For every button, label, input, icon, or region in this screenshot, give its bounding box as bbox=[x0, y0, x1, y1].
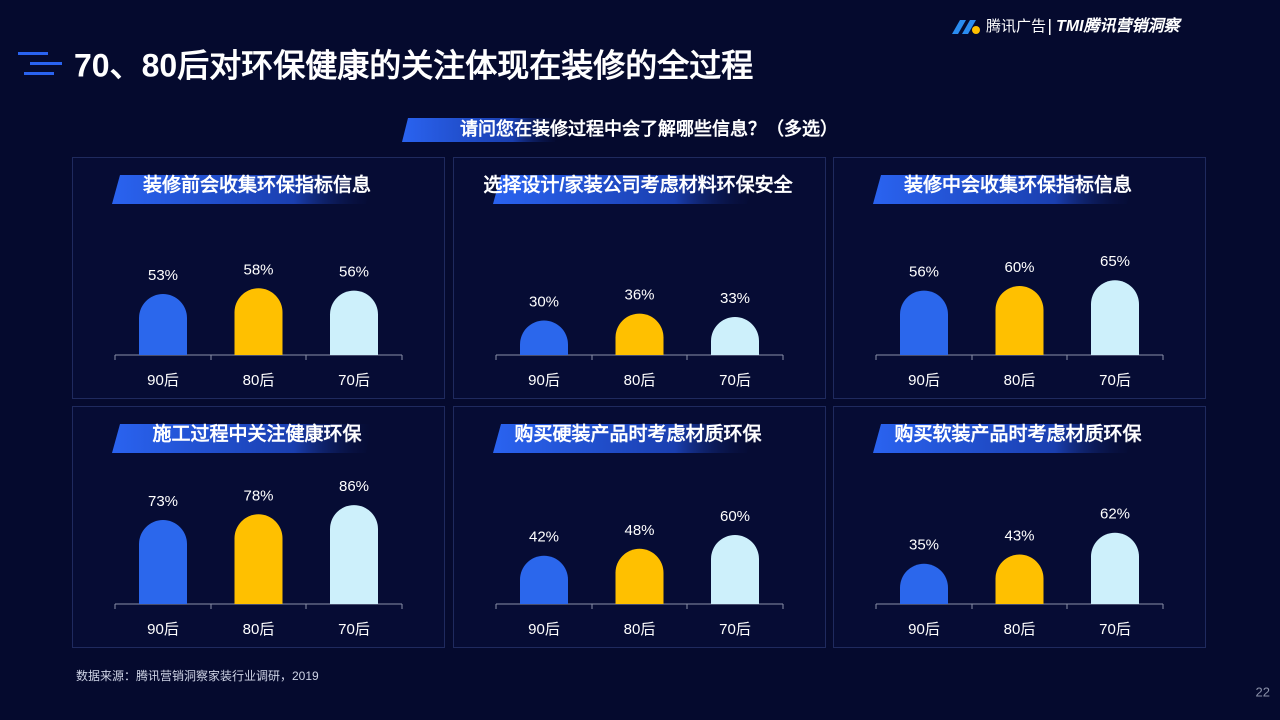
bar bbox=[330, 505, 378, 604]
bar bbox=[615, 313, 664, 355]
category-label: 70后 bbox=[719, 372, 751, 389]
bar bbox=[995, 286, 1044, 355]
title-decoration bbox=[18, 52, 62, 75]
category-label: 70后 bbox=[1099, 621, 1131, 638]
value-label: 65% bbox=[1100, 253, 1130, 270]
chart-panel: 购买硬装产品时考虑材质环保 42% 90后 48% 80后 60% 70后 bbox=[453, 406, 826, 648]
page-number: 22 bbox=[1256, 684, 1270, 699]
panel-title: 施工过程中关注健康环保 bbox=[152, 422, 362, 445]
value-label: 58% bbox=[243, 261, 273, 278]
logo-brand: 腾讯广告 bbox=[986, 18, 1046, 35]
logo-icon bbox=[952, 20, 980, 34]
panel-title-banner bbox=[873, 175, 1133, 204]
category-label: 80后 bbox=[1004, 621, 1036, 638]
value-label: 42% bbox=[529, 529, 559, 546]
panel-title-banner bbox=[873, 424, 1133, 453]
panel-title-banner bbox=[112, 175, 372, 204]
panel-title: 装修中会收集环保指标信息 bbox=[903, 173, 1132, 196]
value-label: 35% bbox=[909, 537, 939, 554]
bar bbox=[900, 563, 948, 604]
bar bbox=[520, 320, 568, 355]
bar bbox=[1091, 280, 1139, 355]
value-label: 78% bbox=[243, 487, 273, 504]
logo-product: TMI腾讯营销洞察 bbox=[1056, 17, 1183, 35]
chart-panel: 购买软装产品时考虑材质环保 35% 90后 43% 80后 62% 70后 bbox=[833, 406, 1206, 648]
bar bbox=[615, 548, 664, 604]
source: 数据来源：腾讯营销洞察家装行业调研，2019 bbox=[76, 668, 319, 683]
slide-title: 70、80后对环保健康的关注体现在装修的全过程 bbox=[74, 47, 753, 83]
category-label: 90后 bbox=[147, 372, 179, 389]
value-label: 43% bbox=[1004, 528, 1034, 545]
bar bbox=[234, 514, 283, 604]
bar bbox=[139, 520, 187, 604]
chart-panel: 选择设计/家装公司考虑材料环保安全 30% 90后 36% 80后 33% 70后 bbox=[453, 157, 826, 399]
logo-divider bbox=[1049, 19, 1051, 35]
value-label: 86% bbox=[339, 478, 369, 495]
value-label: 56% bbox=[909, 264, 939, 281]
category-label: 90后 bbox=[908, 372, 940, 389]
bar bbox=[711, 535, 759, 604]
bar bbox=[900, 290, 948, 355]
bar bbox=[139, 294, 187, 355]
value-label: 30% bbox=[529, 293, 559, 310]
panel-title-banner bbox=[493, 424, 753, 453]
category-label: 80后 bbox=[624, 621, 656, 638]
panel-title: 选择设计/家装公司考虑材料环保安全 bbox=[483, 173, 793, 196]
value-label: 48% bbox=[624, 522, 654, 539]
bar bbox=[711, 317, 759, 355]
value-label: 60% bbox=[720, 508, 750, 525]
value-label: 33% bbox=[720, 290, 750, 307]
bar bbox=[1091, 532, 1139, 604]
value-label: 56% bbox=[339, 264, 369, 281]
category-label: 70后 bbox=[719, 621, 751, 638]
value-label: 73% bbox=[148, 493, 178, 510]
category-label: 80后 bbox=[243, 372, 275, 389]
chart-panel: 装修前会收集环保指标信息 53% 90后 58% 80后 56% 70后 bbox=[72, 157, 445, 399]
value-label: 36% bbox=[624, 287, 654, 304]
category-label: 90后 bbox=[528, 372, 560, 389]
panel-title: 购买硬装产品时考虑材质环保 bbox=[514, 422, 762, 445]
category-label: 80后 bbox=[624, 372, 656, 389]
value-label: 62% bbox=[1100, 506, 1130, 523]
panel-title-banner bbox=[493, 175, 753, 204]
bar bbox=[234, 288, 283, 355]
category-label: 90后 bbox=[908, 621, 940, 638]
category-label: 90后 bbox=[147, 621, 179, 638]
panel-title: 装修前会收集环保指标信息 bbox=[142, 173, 371, 196]
bar bbox=[330, 290, 378, 355]
subtitle-banner bbox=[402, 118, 560, 142]
subtitle: 请问您在装修过程中会了解哪些信息？（多选） bbox=[460, 118, 838, 139]
bar bbox=[995, 554, 1044, 604]
category-label: 90后 bbox=[528, 621, 560, 638]
category-label: 70后 bbox=[338, 621, 370, 638]
chart-panel: 施工过程中关注健康环保 73% 90后 78% 80后 86% 70后 bbox=[72, 406, 445, 648]
category-label: 80后 bbox=[243, 621, 275, 638]
value-label: 53% bbox=[148, 267, 178, 284]
value-label: 60% bbox=[1004, 259, 1034, 276]
panel-title-banner bbox=[112, 424, 372, 453]
category-label: 80后 bbox=[1004, 372, 1036, 389]
bar bbox=[520, 555, 568, 604]
chart-panel: 装修中会收集环保指标信息 56% 90后 60% 80后 65% 70后 bbox=[833, 157, 1206, 399]
panel-title: 购买软装产品时考虑材质环保 bbox=[894, 422, 1142, 445]
category-label: 70后 bbox=[338, 372, 370, 389]
category-label: 70后 bbox=[1099, 372, 1131, 389]
